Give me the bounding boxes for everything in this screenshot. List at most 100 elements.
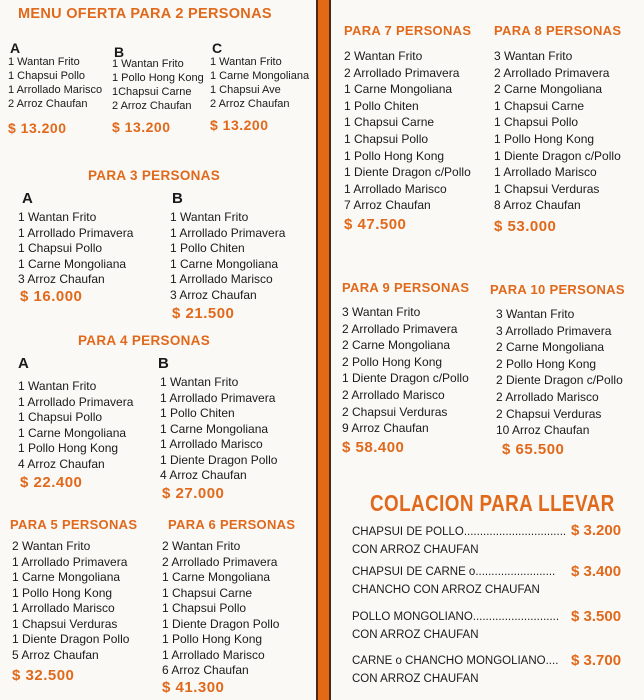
menu-item: 2 Arrollado Marisco	[496, 390, 599, 404]
menu-item: 1 Arrollado Marisco	[494, 165, 597, 180]
menu-item: 1 Pollo Hong Kong	[162, 632, 263, 646]
menu-item: 1 Arrollado Primavera	[160, 390, 276, 405]
menu-item: 1 Pollo Hong Kong	[12, 585, 113, 600]
menu-item: 1 Carne Mongoliana	[344, 82, 453, 97]
menu-item: 1 Pollo Chiten	[344, 98, 419, 113]
menu-item: 1 Diente Dragon c/Pollo	[342, 371, 469, 386]
menu-item: 2 Arroz Chaufan	[210, 98, 290, 110]
price: $ 22.400	[20, 474, 83, 491]
menu-item: 1 Carne Mongoliana	[170, 256, 279, 271]
menu-item: 2 Carne Mongoliana	[494, 82, 603, 97]
takeaway-item-name: POLLO MONGOLIANO........................…	[352, 611, 560, 623]
menu-item: 1 Chapsui Pollo	[162, 601, 247, 615]
option-letter: A	[18, 355, 29, 372]
menu-item: 1 Carne Mongoliana	[18, 256, 127, 271]
menu-item: 1 Arrollado Marisco	[160, 437, 263, 451]
menu-item: 1 Carne Mongoliana	[210, 70, 310, 82]
price: $ 47.500	[344, 216, 407, 233]
menu-item: 3 Wantan Frito	[342, 305, 421, 319]
option-letter: B	[114, 44, 125, 60]
takeaway-item-detail: CON ARROZ CHAUFAN	[352, 629, 479, 641]
menu-item: 1 Carne Mongoliana	[160, 421, 269, 436]
menu-item: 1 Arrollado Marisco	[12, 601, 115, 615]
menu-item: 1 Chapsui Pollo	[8, 70, 86, 82]
menu-item: 3 Wantan Frito	[494, 49, 573, 63]
menu-item: 1 Wantan Frito	[8, 56, 80, 68]
price: $ 16.000	[20, 288, 83, 305]
section-title: PARA 3 PERSONAS	[88, 168, 221, 183]
menu-item: 3 Wantan Frito	[496, 307, 575, 321]
menu-item: 1 Chapsui Ave	[210, 84, 281, 96]
menu-item: 1 Wantan Frito	[112, 58, 184, 70]
menu-item: 6 Arroz Chaufan	[162, 663, 249, 677]
section-title: PARA 8 PERSONAS	[494, 23, 622, 38]
option-letter: A	[10, 40, 21, 56]
takeaway-item-name: CARNE o CHANCHO MONGOLIANO....	[352, 655, 559, 667]
price: $ 53.000	[494, 218, 557, 235]
menu-item: 1 Diente Dragon Pollo	[162, 616, 280, 631]
takeaway-price: $ 3.200	[571, 522, 622, 539]
section-title: PARA 9 PERSONAS	[342, 280, 470, 295]
menu-item: 1 Wantan Frito	[170, 210, 249, 224]
menu-item: 2 Chapsui Verduras	[496, 406, 602, 421]
menu-item: 1 Diente Dragon c/Pollo	[344, 165, 471, 180]
takeaway-item-name: CHAPSUI DE CARNE o......................…	[352, 566, 556, 578]
menu-item: 2 Chapsui Verduras	[342, 404, 448, 419]
menu-item: 2 Arroz Chaufan	[112, 100, 192, 112]
menu-item: 1 Chapsui Pollo	[18, 241, 103, 255]
takeaway-price: $ 3.400	[571, 563, 622, 580]
menu-item: 1 Pollo Hong Kong	[344, 148, 445, 163]
menu-item: 1 Arrollado Primavera	[18, 225, 134, 240]
menu-item: 1 Carne Mongoliana	[162, 570, 271, 584]
menu-item: 1 Arrollado Primavera	[12, 554, 128, 569]
menu-item: 1 Wantan Frito	[18, 210, 97, 224]
menu-item: 7 Arroz Chaufan	[344, 198, 431, 213]
menu-item: 2 Arrollado Marisco	[342, 388, 445, 402]
menu-item: 1 Arrollado Primavera	[170, 225, 286, 240]
takeaway-item-detail: CON ARROZ CHAUFAN	[352, 544, 479, 556]
price: $ 13.200	[210, 117, 269, 133]
menu-item: 2 Arrollado Primavera	[342, 321, 458, 336]
menu-item: 1 Diente Dragon Pollo	[12, 632, 130, 646]
menu-item: 1 Chapsui Verduras	[494, 181, 600, 196]
menu-item: 10 Arroz Chaufan	[496, 423, 590, 438]
menu-item: 2 Arrollado Primavera	[344, 65, 460, 80]
price: $ 13.200	[8, 120, 67, 136]
price: $ 13.200	[112, 119, 171, 135]
option-letter: B	[172, 190, 183, 207]
menu-item: 9 Arroz Chaufan	[342, 421, 429, 436]
section-title: MENU OFERTA PARA 2 PERSONAS	[18, 6, 272, 22]
menu-item: 2 Arrollado Primavera	[494, 65, 610, 80]
menu-item: 1 Carne Mongoliana	[12, 570, 121, 584]
menu-item: 1 Chapsui Carne	[344, 115, 435, 130]
price: $ 32.500	[12, 667, 75, 684]
section-title: PARA 6 PERSONAS	[168, 517, 296, 532]
menu-item: 1 Arrollado Marisco	[8, 84, 103, 96]
option-letter: B	[158, 355, 169, 372]
menu-item: 8 Arroz Chaufan	[494, 198, 581, 213]
menu-item: 2 Carne Mongoliana	[496, 340, 605, 355]
menu-item: 1 Chapsui Pollo	[494, 115, 579, 130]
menu-item: 1 Pollo Hong Kong	[112, 72, 204, 84]
menu-item: 1 Diente Dragon c/Pollo	[494, 148, 621, 163]
menu-item: 1 Arrollado Marisco	[170, 272, 273, 286]
takeaway-title: COLACION PARA LLEVAR	[370, 490, 615, 516]
menu-item: 1 Chapsui Verduras	[12, 616, 118, 631]
menu-item: 1 Pollo Chiten	[160, 406, 235, 420]
menu-item: 1 Diente Dragon Pollo	[160, 452, 278, 467]
menu-item: 1 Wantan Frito	[160, 375, 239, 389]
menu-item: 1 Chapsui Carne	[162, 585, 253, 600]
menu-item: 2 Wantan Frito	[12, 539, 91, 553]
menu-item: 1 Wantan Frito	[18, 379, 97, 393]
menu-item: 3 Arrollado Primavera	[496, 323, 612, 338]
price: $ 65.500	[502, 441, 565, 458]
menu-item: 1 Chapsui Carne	[494, 98, 585, 113]
section-title: PARA 5 PERSONAS	[10, 517, 138, 532]
menu-item: 3 Arroz Chaufan	[170, 287, 257, 302]
menu-item: 1 Carne Mongoliana	[18, 425, 127, 440]
menu-item: 2 Arroz Chaufan	[8, 98, 88, 110]
menu-item: 1 Pollo Hong Kong	[18, 441, 119, 455]
column-divider	[316, 0, 331, 700]
section-title: PARA 4 PERSONAS	[78, 333, 211, 348]
option-letter: A	[22, 190, 33, 207]
